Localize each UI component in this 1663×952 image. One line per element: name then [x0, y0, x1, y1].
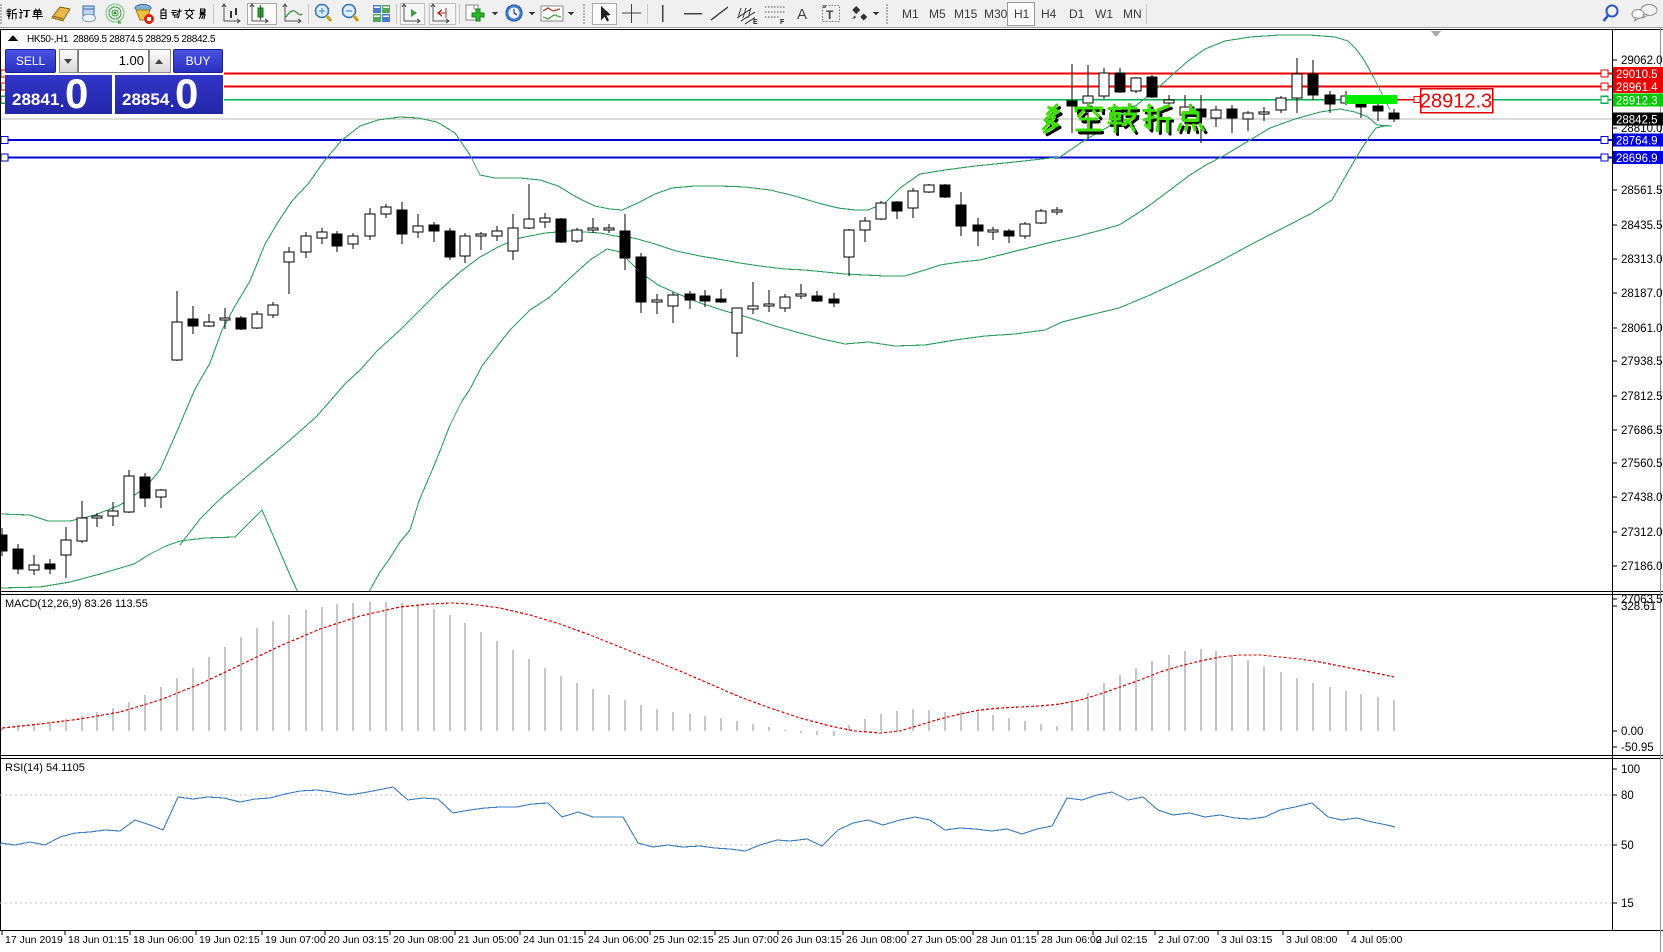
svg-text:28561.5: 28561.5: [1621, 185, 1663, 197]
svg-text:28961.4: 28961.4: [1616, 82, 1658, 94]
svg-text:A: A: [797, 6, 807, 23]
svg-text:MN: MN: [1123, 7, 1142, 21]
svg-text:80: 80: [1621, 790, 1634, 802]
svg-text:26 Jun 08:00: 26 Jun 08:00: [846, 934, 907, 946]
svg-text:19 Jun 07:00: 19 Jun 07:00: [265, 934, 326, 946]
svg-text:15: 15: [1621, 898, 1634, 910]
svg-text:18 Jun 01:15: 18 Jun 01:15: [68, 934, 129, 946]
svg-text:M5: M5: [929, 7, 946, 21]
svg-text:MACD(12,26,9) 83.26 113.55: MACD(12,26,9) 83.26 113.55: [5, 598, 148, 610]
svg-text:24 Jun 06:00: 24 Jun 06:00: [588, 934, 649, 946]
svg-text:26 Jun 03:15: 26 Jun 03:15: [781, 934, 842, 946]
svg-text:HK50-,H1 28869.5 28874.5 2882: HK50-,H1 28869.5 28874.5 28829.5 28842.5: [27, 34, 216, 45]
svg-text:27938.5: 27938.5: [1621, 356, 1663, 368]
svg-text:50: 50: [1621, 840, 1634, 852]
svg-text:H4: H4: [1041, 7, 1057, 21]
svg-text:21 Jun 05:00: 21 Jun 05:00: [458, 934, 519, 946]
svg-text:17 Jun 2019: 17 Jun 2019: [5, 934, 63, 946]
svg-text:100: 100: [1621, 764, 1640, 776]
svg-text:RSI(14) 54.1105: RSI(14) 54.1105: [5, 762, 85, 774]
svg-text:3 Jul 03:15: 3 Jul 03:15: [1221, 934, 1273, 946]
svg-text:28912.3: 28912.3: [1420, 91, 1492, 113]
svg-text:28435.5: 28435.5: [1621, 220, 1663, 232]
svg-text:28696.9: 28696.9: [1616, 153, 1658, 165]
svg-text:28 Jun 01:15: 28 Jun 01:15: [976, 934, 1037, 946]
svg-text:27312.0: 27312.0: [1621, 527, 1663, 539]
svg-text:M1: M1: [902, 7, 919, 21]
svg-text:3 Jul 08:00: 3 Jul 08:00: [1286, 934, 1338, 946]
svg-text:28313.0: 28313.0: [1621, 254, 1663, 266]
svg-text:2 Jul 07:00: 2 Jul 07:00: [1158, 934, 1210, 946]
svg-text:0.00: 0.00: [1621, 726, 1643, 738]
svg-text:W1: W1: [1095, 7, 1113, 21]
svg-text:27063.5: 27063.5: [1621, 594, 1663, 606]
svg-text:18 Jun 06:00: 18 Jun 06:00: [133, 934, 194, 946]
svg-text:-50.95: -50.95: [1621, 742, 1654, 754]
svg-text:20 Jun 03:15: 20 Jun 03:15: [328, 934, 389, 946]
svg-text:4 Jul 05:00: 4 Jul 05:00: [1351, 934, 1403, 946]
svg-text:M30: M30: [984, 7, 1008, 21]
svg-text:19 Jun 02:15: 19 Jun 02:15: [199, 934, 260, 946]
svg-text:27560.5: 27560.5: [1621, 458, 1663, 470]
svg-text:27438.0: 27438.0: [1621, 492, 1663, 504]
svg-text:2 Jul 02:15: 2 Jul 02:15: [1096, 934, 1148, 946]
svg-text:28 Jun 06:00: 28 Jun 06:00: [1041, 934, 1102, 946]
svg-text:328.61: 328.61: [1621, 601, 1656, 613]
svg-text:27812.5: 27812.5: [1621, 391, 1663, 403]
svg-text:28764.9: 28764.9: [1616, 136, 1658, 148]
svg-text:28187.0: 28187.0: [1621, 288, 1663, 300]
svg-text:25 Jun 07:00: 25 Jun 07:00: [718, 934, 779, 946]
svg-text:20 Jun 08:00: 20 Jun 08:00: [393, 934, 454, 946]
svg-text:T: T: [826, 8, 834, 22]
svg-text:M15: M15: [954, 7, 978, 21]
svg-text:24 Jun 01:15: 24 Jun 01:15: [523, 934, 584, 946]
svg-text:H1: H1: [1014, 7, 1030, 21]
svg-text:25 Jun 02:15: 25 Jun 02:15: [653, 934, 714, 946]
svg-text:F: F: [780, 19, 785, 26]
svg-text:27 Jun 05:00: 27 Jun 05:00: [911, 934, 972, 946]
svg-text:27686.5: 27686.5: [1621, 425, 1663, 437]
svg-text:D1: D1: [1069, 7, 1085, 21]
svg-text:27186.0: 27186.0: [1621, 561, 1663, 573]
svg-text:28061.0: 28061.0: [1621, 323, 1663, 335]
svg-text:28842.5: 28842.5: [1616, 115, 1658, 127]
svg-text:E: E: [753, 19, 758, 26]
svg-text:29010.5: 29010.5: [1616, 69, 1658, 81]
svg-text:29062.0: 29062.0: [1621, 55, 1663, 67]
svg-text:28912.3: 28912.3: [1616, 95, 1658, 107]
svg-text:28810.0: 28810.0: [1621, 123, 1663, 135]
